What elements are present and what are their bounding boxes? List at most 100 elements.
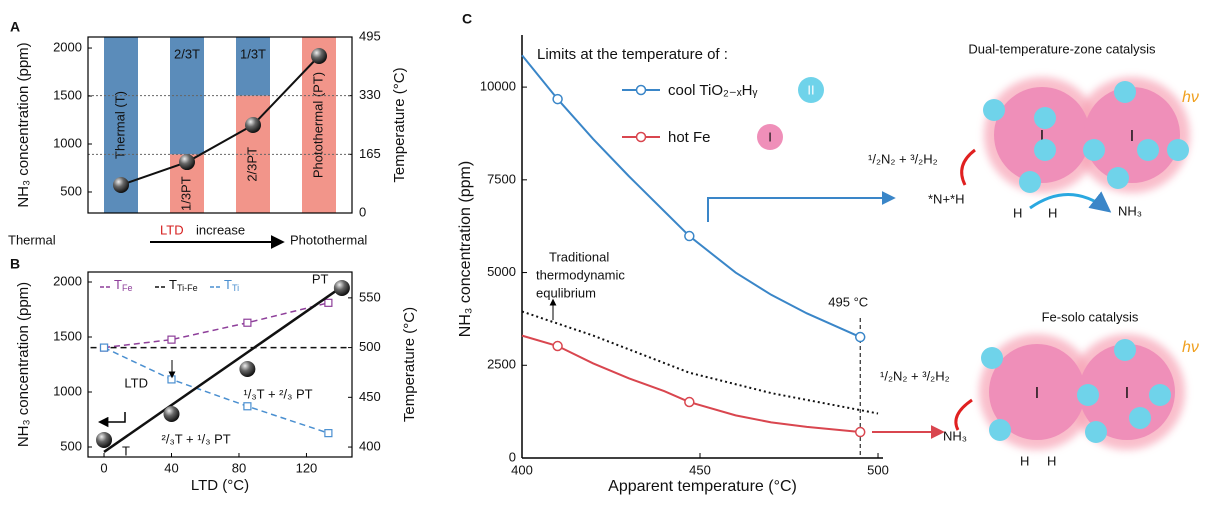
red-arrow	[960, 148, 976, 186]
fe-particle	[989, 344, 1085, 440]
thermal-band	[170, 37, 204, 155]
data-point	[239, 361, 256, 378]
data-point	[552, 93, 563, 105]
axis-title: LTD (°C)	[191, 477, 249, 494]
atom-h: H	[1048, 205, 1057, 220]
band-label: Thermal (T)	[112, 91, 127, 159]
data-point	[179, 154, 195, 171]
trend-line	[120, 55, 320, 186]
fit-line	[103, 286, 341, 453]
light: hν	[1182, 89, 1199, 106]
site-label: I	[1035, 385, 1039, 402]
light: hν	[1182, 339, 1199, 356]
annotation: equlibrium	[536, 285, 596, 300]
legend-label: cool TiO₂₋ₓHᵧ	[668, 82, 758, 99]
data-point	[552, 340, 563, 352]
y2-tick-label: 400	[359, 438, 381, 453]
point-label: PT	[312, 271, 329, 286]
data-point	[684, 396, 695, 408]
footer-left: Thermal	[8, 232, 56, 247]
y-tick-label: 2500	[487, 357, 516, 372]
x-tick-label: 80	[232, 460, 246, 475]
ti-sites	[981, 339, 1171, 443]
data-point	[96, 431, 113, 448]
y-tick-label: 0	[509, 449, 516, 464]
legend-icon-label: II	[807, 82, 814, 97]
intermediate: *N+*H	[928, 191, 965, 206]
x-tick-label: 0	[100, 460, 107, 475]
axis-title: NH₃ concentration (ppm)	[15, 42, 32, 207]
data-point	[163, 405, 180, 422]
y-tick-label: 1000	[53, 135, 82, 150]
data-point	[854, 426, 866, 438]
axis-title: NH₃ concentration (ppm)	[457, 161, 474, 337]
legend-icon	[798, 77, 824, 103]
point-label: T	[122, 443, 130, 458]
pointer-arrow	[707, 191, 896, 222]
legend-swatch	[635, 84, 647, 96]
band-label: 1/3PT	[178, 176, 193, 211]
footer-highlight: LTD	[160, 222, 184, 237]
reactants: ¹/₂N₂ + ³/₂H₂	[880, 368, 950, 383]
panel-letter: C	[462, 11, 472, 27]
photothermal-band	[302, 37, 336, 213]
data-point	[684, 230, 695, 242]
legend-label: TTi-Fe	[169, 277, 198, 293]
square-marker	[324, 298, 333, 307]
y2-tick-label: 330	[359, 87, 381, 102]
data-point	[113, 176, 129, 193]
x-tick-label: 450	[689, 462, 711, 477]
legend-label: hot Fe	[668, 129, 711, 146]
square-marker	[243, 402, 252, 411]
square-marker	[243, 318, 252, 327]
band-label: 1/3T	[240, 46, 266, 61]
y-tick-label: 5000	[487, 264, 516, 279]
product: NH₃	[1118, 203, 1142, 218]
footer-right: Photothermal	[290, 232, 367, 247]
axis-title: NH₃ concentration (ppm)	[15, 282, 32, 447]
x-tick-label: 400	[511, 462, 533, 477]
y2-tick-label: 450	[359, 389, 381, 404]
y2-tick-label: 165	[359, 146, 381, 161]
y2-tick-label: 0	[359, 204, 366, 219]
schematic-top: Dual-temperature-zone catalysis I I ¹/₂N…	[868, 41, 1199, 220]
x-tick-label: 40	[164, 460, 178, 475]
y-tick-label: 2000	[53, 39, 82, 54]
atom-h: H	[1013, 205, 1022, 220]
y2-tick-label: 500	[359, 339, 381, 354]
data-point	[311, 48, 327, 65]
square-marker	[167, 335, 176, 344]
legend-title: Limits at the temperature of :	[537, 46, 728, 63]
product: NH₃	[943, 428, 967, 443]
temperature-line	[103, 346, 329, 434]
data-point	[854, 331, 866, 343]
panel-letter: A	[10, 19, 20, 35]
y-tick-label: 2000	[53, 273, 82, 288]
point-label: ¹/₃T + ²/₃ PT	[243, 386, 312, 401]
atom-h: H	[1047, 453, 1056, 468]
square-marker	[324, 429, 333, 438]
axis-title: Apparent temperature (°C)	[608, 478, 797, 495]
x-tick-label: 120	[296, 460, 318, 475]
annotation: Traditional	[549, 249, 609, 264]
site-label: I	[1130, 128, 1134, 145]
schematic-bottom: Fe-solo catalysis I I ¹/₂N₂ + ³/₂H₂ NH₃ …	[880, 309, 1199, 468]
panel-letter: B	[10, 256, 20, 272]
temperature-line	[103, 302, 329, 349]
axis-title: Temperature (°C)	[391, 67, 408, 182]
reactants: ¹/₂N₂ + ³/₂H₂	[868, 151, 938, 166]
fe-particle	[994, 87, 1090, 183]
square-marker	[99, 343, 109, 352]
y-tick-label: 1500	[53, 328, 82, 343]
annotation: LTD	[124, 375, 148, 390]
atom-h: H	[1020, 453, 1029, 468]
fe-particle	[1079, 344, 1175, 440]
legend-label: TFe	[114, 277, 132, 293]
data-point	[245, 117, 261, 133]
equilibrium-line	[521, 310, 879, 415]
series-line	[521, 54, 861, 338]
band-label: Photothermal (PT)	[310, 72, 325, 178]
schematic-title: Dual-temperature-zone catalysis	[968, 41, 1156, 56]
